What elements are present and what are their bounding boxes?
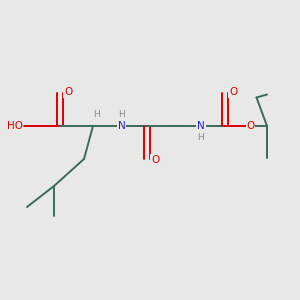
Text: H: H bbox=[118, 110, 125, 119]
Text: N: N bbox=[118, 121, 125, 131]
Text: HO: HO bbox=[7, 121, 22, 131]
Text: O: O bbox=[229, 87, 238, 98]
Text: O: O bbox=[64, 87, 73, 98]
Text: O: O bbox=[246, 121, 255, 131]
Text: N: N bbox=[197, 121, 205, 131]
Text: H: H bbox=[93, 110, 100, 119]
Text: O: O bbox=[151, 155, 160, 165]
Text: H: H bbox=[198, 133, 204, 142]
